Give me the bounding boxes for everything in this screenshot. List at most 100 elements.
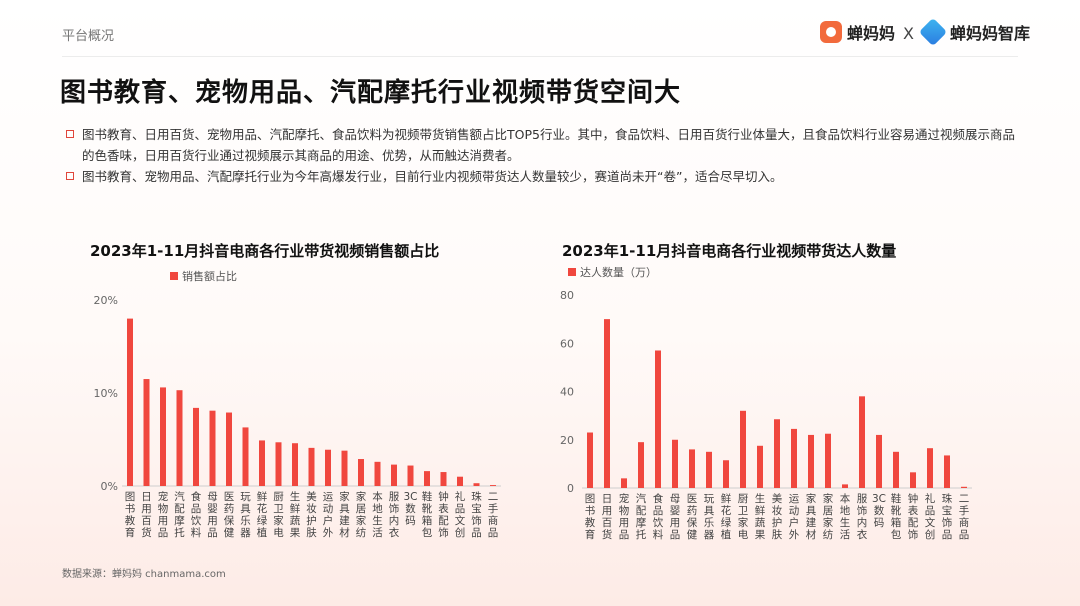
- x-tick-label: 礼品文创: [925, 492, 936, 541]
- bar: [893, 451, 899, 488]
- x-tick-label: 鞋靴箱包: [891, 492, 902, 541]
- x-tick-label: 礼品文创: [455, 490, 466, 539]
- chanmama-logo-icon: [820, 21, 842, 43]
- x-tick-label: 家居家纺: [356, 490, 367, 539]
- x-tick-label: 运动户外: [789, 493, 800, 541]
- x-tick-label: 母婴用品: [670, 493, 681, 541]
- bar: [808, 434, 814, 488]
- bar: [706, 451, 712, 488]
- bar: [473, 483, 480, 486]
- bar: [160, 387, 166, 486]
- bar: [825, 433, 831, 488]
- bar: [325, 449, 331, 486]
- y-tick-label: 80: [560, 289, 574, 302]
- x-tick-label: 美妆护肤: [772, 492, 783, 541]
- chart-2-legend: 达人数量（万）: [568, 264, 657, 280]
- x-tick-label: 食品饮料: [191, 490, 202, 539]
- data-source: 数据来源：蝉妈妈 chanmama.com: [62, 569, 226, 580]
- x-tick-label: 宠物用品: [619, 492, 630, 541]
- x-tick-label: 生鲜蔬果: [755, 492, 766, 541]
- bar: [457, 476, 463, 486]
- section-label: 平台概况: [62, 29, 115, 44]
- x-tick-label: 家具建材: [806, 492, 817, 541]
- x-tick-label: 二手商品: [959, 493, 970, 541]
- bar: [587, 432, 593, 488]
- brand-b-name: 蝉妈妈智库: [950, 24, 1031, 43]
- bar: [723, 460, 729, 488]
- x-tick-label: 医药保健: [687, 493, 698, 541]
- chart-2-title: 2023年1-11月抖音电商各行业视频带货达人数量: [562, 242, 897, 260]
- bar: [275, 442, 282, 486]
- x-tick-label: 日用百货: [602, 493, 613, 541]
- bar: [655, 350, 661, 488]
- x-tick-label: 钟表配饰: [438, 490, 449, 539]
- bar: [490, 485, 496, 486]
- brand-a-name: 蝉妈妈: [847, 24, 896, 43]
- bar: [407, 465, 414, 486]
- bar: [774, 419, 780, 488]
- bar: [604, 319, 610, 488]
- x-tick-label: 钟表配饰: [908, 492, 919, 541]
- x-tick-label: 鲜花绿植: [257, 490, 268, 539]
- bullet-text: 图书教育、宠物用品、汽配摩托行业为今年高爆发行业，目前行业内视频带货达人数量较少…: [82, 169, 783, 184]
- bar: [358, 459, 364, 486]
- bar: [424, 471, 430, 486]
- x-tick-label: 日用百货: [141, 491, 152, 539]
- bar: [621, 478, 627, 488]
- x-tick-label: 汽配摩托: [636, 492, 647, 541]
- y-tick-label: 40: [560, 386, 574, 399]
- x-tick-label: 珠宝饰品: [471, 490, 482, 539]
- legend-swatch: [170, 272, 178, 280]
- bar: [859, 396, 865, 488]
- bar: [127, 318, 133, 486]
- bar: [791, 428, 797, 488]
- bullet-item: 图书教育、宠物用品、汽配摩托行业为今年高爆发行业，目前行业内视频带货达人数量较少…: [66, 166, 1026, 187]
- bar: [757, 445, 763, 488]
- summary-bullets: 图书教育、日用百货、宠物用品、汽配摩托、食品饮料为视频带货销售额占比TOP5行业…: [66, 124, 1026, 187]
- x-tick-label: 美妆护肤: [306, 490, 317, 539]
- x-tick-label: 家居家纺: [823, 492, 834, 541]
- bar: [638, 442, 644, 488]
- x-tick-label: 二手商品: [488, 491, 499, 539]
- x-tick-label: 母婴用品: [207, 491, 218, 539]
- bar: [259, 440, 265, 486]
- y-tick-label: 20: [560, 434, 574, 447]
- y-tick-label: 10%: [94, 387, 118, 400]
- chart-1-title: 2023年1-11月抖音电商各行业带货视频销售额占比: [90, 242, 440, 260]
- bullet-square-icon: [66, 172, 74, 180]
- header-divider: [62, 56, 1018, 57]
- bar: [143, 379, 150, 486]
- x-tick-label: 3C 数码: [403, 491, 417, 527]
- x-tick-label: 鞋靴箱包: [422, 490, 433, 539]
- x-tick-label: 服饰内衣: [389, 491, 400, 539]
- x-tick-label: 医药保健: [224, 491, 235, 539]
- y-tick-label: 60: [560, 337, 574, 350]
- chart-1-legend: 销售额占比: [170, 268, 237, 284]
- chanmama-zhiku-logo: 蝉妈妈智库: [918, 17, 1031, 47]
- bar: [176, 390, 183, 486]
- legend-label: 销售额占比: [182, 270, 237, 283]
- bar: [910, 472, 916, 488]
- bar: [292, 443, 298, 486]
- x-tick-label: 厨卫家电: [738, 493, 749, 541]
- bullet-square-icon: [66, 130, 74, 138]
- y-tick-label: 20%: [94, 294, 118, 307]
- bar: [672, 439, 678, 488]
- x-tick-label: 珠宝饰品: [942, 492, 953, 541]
- bar: [440, 472, 447, 486]
- bar: [842, 484, 848, 488]
- x-tick-label: 运动户外: [323, 491, 334, 539]
- x-tick-label: 厨卫家电: [273, 491, 284, 539]
- bar: [242, 427, 249, 486]
- brand-separator: X: [903, 24, 914, 43]
- legend-label: 达人数量（万）: [580, 266, 657, 279]
- bar: [209, 410, 216, 486]
- x-tick-label: 玩具乐器: [704, 493, 715, 541]
- x-tick-label: 服饰内衣: [857, 493, 868, 541]
- bar: [944, 455, 950, 488]
- y-tick-label: 0: [567, 482, 574, 495]
- legend-swatch: [568, 268, 576, 276]
- x-tick-label: 生鲜蔬果: [290, 490, 301, 539]
- x-tick-label: 图书教育: [125, 491, 136, 539]
